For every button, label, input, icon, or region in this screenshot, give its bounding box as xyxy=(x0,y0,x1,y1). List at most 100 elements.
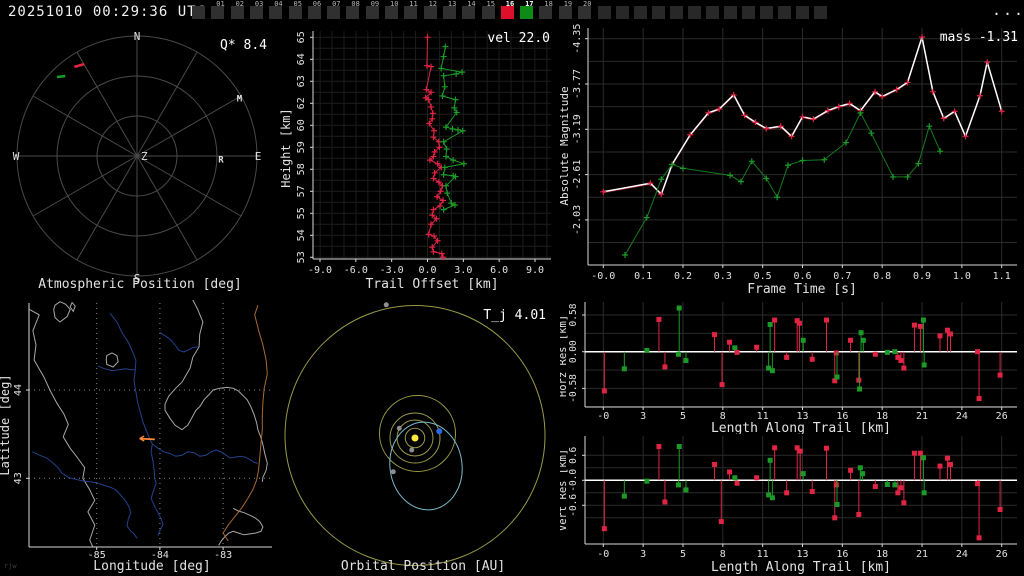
overflow-menu-button[interactable]: ... xyxy=(992,1,1024,19)
frame-square[interactable] xyxy=(652,6,665,19)
frame-square[interactable] xyxy=(706,6,719,19)
svg-text:-0.0: -0.0 xyxy=(568,469,579,492)
y-axis-label: Height [km] xyxy=(280,108,293,187)
frame-square-10[interactable] xyxy=(385,6,398,19)
frame-square-07[interactable] xyxy=(327,6,341,19)
polar-grid xyxy=(16,35,258,277)
frame-square-08[interactable] xyxy=(346,6,360,19)
frame-square-13[interactable] xyxy=(442,6,456,19)
frame-square[interactable] xyxy=(814,6,827,19)
svg-text:21: 21 xyxy=(916,549,928,560)
frame-square-12[interactable] xyxy=(423,6,437,19)
frame-number: 05 xyxy=(293,0,302,8)
orbital-position-chart: T_j 4.01 Orbital Position [AU] xyxy=(284,302,546,574)
frame-square-04[interactable] xyxy=(269,6,283,19)
frame-square-18[interactable] xyxy=(539,6,553,19)
svg-text:0.7: 0.7 xyxy=(833,271,851,282)
svg-text:1.0: 1.0 xyxy=(953,271,971,282)
frame-square-17[interactable] xyxy=(520,6,534,19)
svg-text:44: 44 xyxy=(13,384,24,396)
radiant-marker: R xyxy=(218,156,224,166)
frame-square-16[interactable] xyxy=(500,6,514,19)
svg-text:-0.58: -0.58 xyxy=(568,374,579,403)
svg-text:57: 57 xyxy=(296,185,307,197)
frame-square-14[interactable] xyxy=(462,6,476,19)
frame-number: 13 xyxy=(447,0,457,8)
series-green xyxy=(438,43,467,213)
svg-text:E: E xyxy=(255,150,262,163)
svg-text:6.0: 6.0 xyxy=(490,265,508,276)
svg-text:64: 64 xyxy=(296,53,307,65)
svg-text:54: 54 xyxy=(296,229,307,241)
mass-badge: mass -1.31 xyxy=(940,30,1018,45)
frame-square-03[interactable] xyxy=(249,6,263,19)
frame-square-06[interactable] xyxy=(307,6,321,19)
frame-square[interactable] xyxy=(634,6,647,19)
frame-square[interactable] xyxy=(760,6,773,19)
frame-square[interactable] xyxy=(598,6,611,19)
svg-text:Orbital Position [AU]: Orbital Position [AU] xyxy=(341,559,505,574)
svg-text:0.8: 0.8 xyxy=(873,271,891,282)
svg-text:11: 11 xyxy=(757,411,769,422)
svg-text:0.3: 0.3 xyxy=(714,271,732,282)
svg-text:-84: -84 xyxy=(151,550,169,561)
planet-mercury xyxy=(409,447,415,453)
frame-square[interactable] xyxy=(742,6,755,19)
frame-number: 11 xyxy=(409,0,418,8)
trail-offset-chart: -9.0 -6.0 -3.0 0.0 3.0 6.0 9.0 65 64 63 62 60 59 58 57… xyxy=(280,31,551,292)
frame-square-02[interactable] xyxy=(230,6,244,19)
frame-square[interactable] xyxy=(688,6,701,19)
planet-orbits xyxy=(284,305,546,566)
frame-square[interactable] xyxy=(724,6,737,19)
svg-text:1.1: 1.1 xyxy=(993,271,1011,282)
frame-number: 03 xyxy=(254,0,264,8)
svg-text:0.2: 0.2 xyxy=(674,271,692,282)
chart-title: Atmospheric Position [deg] xyxy=(38,277,242,292)
q-badge: Q* 8.4 xyxy=(220,38,267,53)
y-axis-label: Latitude [deg] xyxy=(0,374,12,475)
meteor-ground-track xyxy=(139,435,155,442)
svg-text:26: 26 xyxy=(996,411,1008,422)
svg-text:60: 60 xyxy=(296,119,307,131)
svg-text:vel 22.0: vel 22.0 xyxy=(487,31,550,46)
svg-text:18: 18 xyxy=(876,549,888,560)
svg-text:63: 63 xyxy=(296,75,307,87)
frame-square-19[interactable] xyxy=(558,6,572,19)
absolute-magnitude-chart: -0.0 0.1 0.2 0.3 0.5 0.6 0.7 0.8 0.9 1.0 1.1 -4.35 -… xyxy=(560,24,1018,297)
frame-square[interactable] xyxy=(796,6,809,19)
svg-text:R: R xyxy=(218,156,224,166)
frame-square[interactable] xyxy=(778,6,791,19)
frame-square-20[interactable] xyxy=(578,6,591,19)
planet-earth xyxy=(436,428,443,435)
svg-text:S: S xyxy=(134,272,141,285)
frame-square-15[interactable] xyxy=(481,6,495,19)
svg-text:21: 21 xyxy=(916,411,928,422)
svg-text:24: 24 xyxy=(956,549,968,560)
svg-text:62: 62 xyxy=(296,97,307,109)
frame-number: 12 xyxy=(428,0,438,8)
svg-text:W: W xyxy=(13,150,20,163)
compass-labels: N S E W Z xyxy=(13,30,262,285)
frame-square-05[interactable] xyxy=(288,6,302,19)
svg-text:0.58: 0.58 xyxy=(568,303,579,326)
rivers xyxy=(31,312,259,539)
frame-number: 19 xyxy=(563,0,573,8)
frame-square-11[interactable] xyxy=(404,6,418,19)
frame-square[interactable] xyxy=(670,6,683,19)
x-axis-label: Length Along Trail [km] xyxy=(711,421,891,434)
frame-square[interactable] xyxy=(616,6,629,19)
svg-text:13: 13 xyxy=(796,549,808,560)
frame-square-01[interactable] xyxy=(211,6,225,19)
axes: -9.0 -6.0 -3.0 0.0 3.0 6.0 9.0 65 64 63 62 60 59 58 57… xyxy=(296,31,551,276)
svg-text:mass -1.31: mass -1.31 xyxy=(940,30,1018,45)
grid xyxy=(585,302,1017,408)
svg-text:-9.0: -9.0 xyxy=(308,265,332,276)
frame-square[interactable] xyxy=(192,6,205,19)
residual-points xyxy=(601,305,1003,402)
frame-number: 02 xyxy=(235,0,245,8)
y-axis-label: Vert Res [km] xyxy=(560,449,569,531)
frame-square-09[interactable] xyxy=(365,6,379,19)
svg-text:T_j 4.01: T_j 4.01 xyxy=(483,308,546,323)
svg-text:3.0: 3.0 xyxy=(454,265,472,276)
svg-text:-0: -0 xyxy=(597,411,609,422)
